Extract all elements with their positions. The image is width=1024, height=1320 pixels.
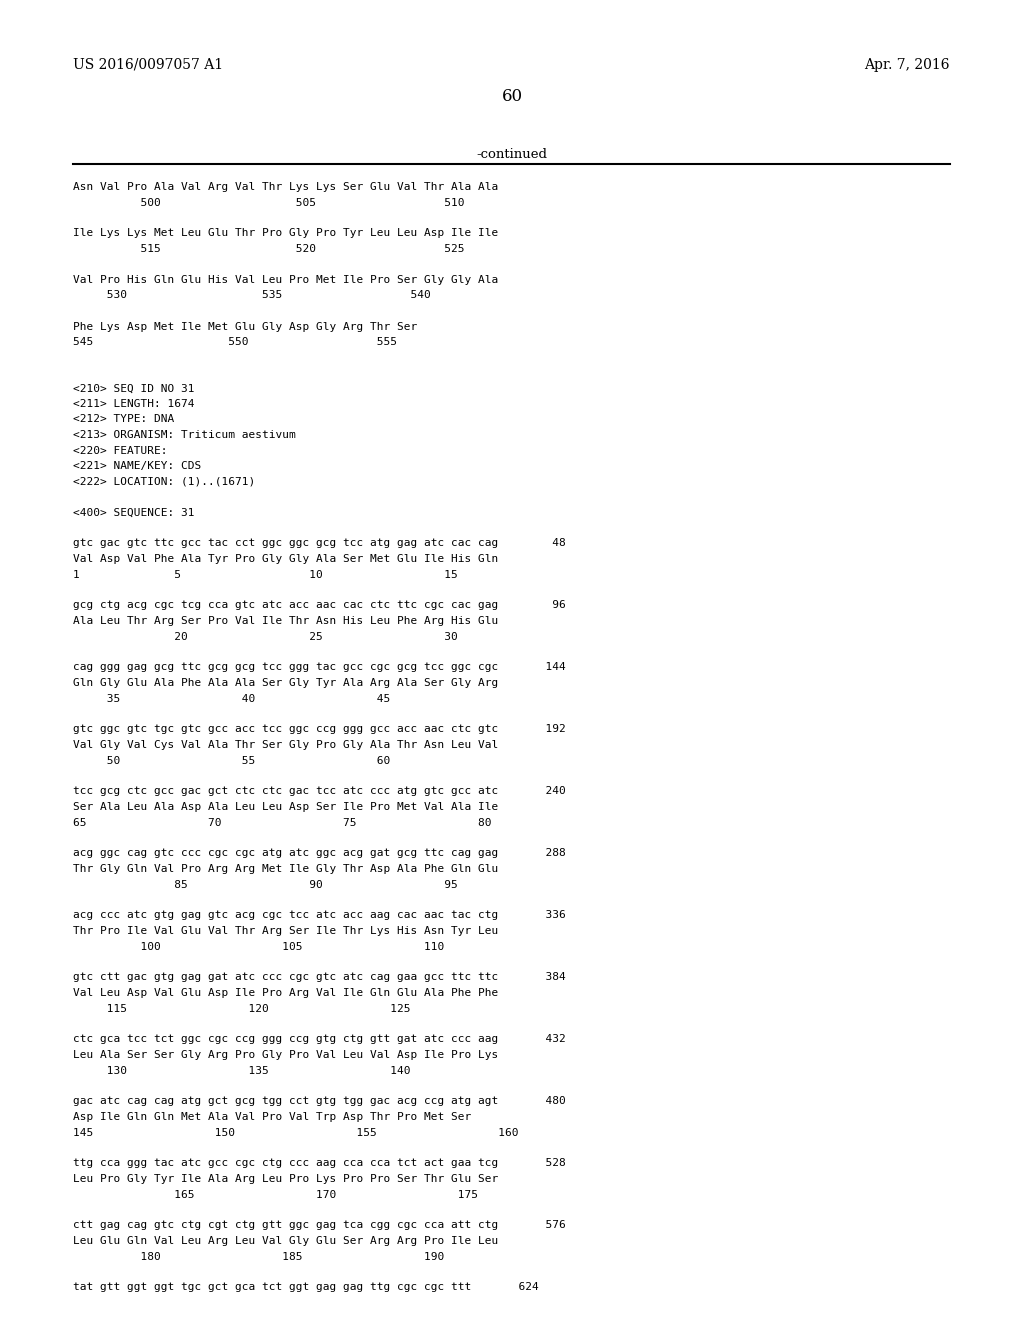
Text: Leu Glu Gln Val Leu Arg Leu Val Gly Glu Ser Arg Arg Pro Ile Leu: Leu Glu Gln Val Leu Arg Leu Val Gly Glu … (73, 1236, 499, 1246)
Text: ttg cca ggg tac atc gcc cgc ctg ccc aag cca cca tct act gaa tcg       528: ttg cca ggg tac atc gcc cgc ctg ccc aag … (73, 1159, 565, 1168)
Text: Ser Ala Leu Ala Asp Ala Leu Leu Asp Ser Ile Pro Met Val Ala Ile: Ser Ala Leu Ala Asp Ala Leu Leu Asp Ser … (73, 803, 499, 812)
Text: gac atc cag cag atg gct gcg tgg cct gtg tgg gac acg ccg atg agt       480: gac atc cag cag atg gct gcg tgg cct gtg … (73, 1097, 565, 1106)
Text: 545                    550                   555: 545 550 555 (73, 337, 397, 347)
Text: Thr Gly Gln Val Pro Arg Arg Met Ile Gly Thr Asp Ala Phe Gln Glu: Thr Gly Gln Val Pro Arg Arg Met Ile Gly … (73, 865, 499, 874)
Text: 145                  150                  155                  160: 145 150 155 160 (73, 1127, 518, 1138)
Text: Ile Lys Lys Met Leu Glu Thr Pro Gly Pro Tyr Leu Leu Asp Ile Ile: Ile Lys Lys Met Leu Glu Thr Pro Gly Pro … (73, 228, 499, 239)
Text: Val Asp Val Phe Ala Tyr Pro Gly Gly Ala Ser Met Glu Ile His Gln: Val Asp Val Phe Ala Tyr Pro Gly Gly Ala … (73, 554, 499, 564)
Text: gtc gac gtc ttc gcc tac cct ggc ggc gcg tcc atg gag atc cac cag        48: gtc gac gtc ttc gcc tac cct ggc ggc gcg … (73, 539, 565, 549)
Text: gtc ctt gac gtg gag gat atc ccc cgc gtc atc cag gaa gcc ttc ttc       384: gtc ctt gac gtg gag gat atc ccc cgc gtc … (73, 973, 565, 982)
Text: <221> NAME/KEY: CDS: <221> NAME/KEY: CDS (73, 461, 202, 471)
Text: tcc gcg ctc gcc gac gct ctc ctc gac tcc atc ccc atg gtc gcc atc       240: tcc gcg ctc gcc gac gct ctc ctc gac tcc … (73, 787, 565, 796)
Text: <211> LENGTH: 1674: <211> LENGTH: 1674 (73, 399, 195, 409)
Text: 180                  185                  190: 180 185 190 (73, 1251, 444, 1262)
Text: <220> FEATURE:: <220> FEATURE: (73, 446, 168, 455)
Text: 130                  135                  140: 130 135 140 (73, 1065, 411, 1076)
Text: 515                    520                   525: 515 520 525 (73, 244, 465, 253)
Text: 500                    505                   510: 500 505 510 (73, 198, 465, 207)
Text: 100                  105                  110: 100 105 110 (73, 941, 444, 952)
Text: <210> SEQ ID NO 31: <210> SEQ ID NO 31 (73, 384, 195, 393)
Text: 530                    535                   540: 530 535 540 (73, 290, 431, 301)
Text: acg ccc atc gtg gag gtc acg cgc tcc atc acc aag cac aac tac ctg       336: acg ccc atc gtg gag gtc acg cgc tcc atc … (73, 911, 565, 920)
Text: 115                  120                  125: 115 120 125 (73, 1003, 411, 1014)
Text: Val Pro His Gln Glu His Val Leu Pro Met Ile Pro Ser Gly Gly Ala: Val Pro His Gln Glu His Val Leu Pro Met … (73, 275, 499, 285)
Text: -continued: -continued (476, 148, 548, 161)
Text: 1              5                   10                  15: 1 5 10 15 (73, 569, 458, 579)
Text: 65                  70                  75                  80: 65 70 75 80 (73, 817, 492, 828)
Text: tat gtt ggt ggt tgc gct gca tct ggt gag gag ttg cgc cgc ttt       624: tat gtt ggt ggt tgc gct gca tct ggt gag … (73, 1283, 539, 1292)
Text: Apr. 7, 2016: Apr. 7, 2016 (864, 58, 950, 73)
Text: 85                  90                  95: 85 90 95 (73, 879, 458, 890)
Text: Asp Ile Gln Gln Met Ala Val Pro Val Trp Asp Thr Pro Met Ser: Asp Ile Gln Gln Met Ala Val Pro Val Trp … (73, 1111, 471, 1122)
Text: acg ggc cag gtc ccc cgc cgc atg atc ggc acg gat gcg ttc cag gag       288: acg ggc cag gtc ccc cgc cgc atg atc ggc … (73, 849, 565, 858)
Text: 50                  55                  60: 50 55 60 (73, 755, 390, 766)
Text: cag ggg gag gcg ttc gcg gcg tcc ggg tac gcc cgc gcg tcc ggc cgc       144: cag ggg gag gcg ttc gcg gcg tcc ggg tac … (73, 663, 565, 672)
Text: 20                  25                  30: 20 25 30 (73, 631, 458, 642)
Text: <222> LOCATION: (1)..(1671): <222> LOCATION: (1)..(1671) (73, 477, 255, 487)
Text: Val Leu Asp Val Glu Asp Ile Pro Arg Val Ile Gln Glu Ala Phe Phe: Val Leu Asp Val Glu Asp Ile Pro Arg Val … (73, 987, 499, 998)
Text: Phe Lys Asp Met Ile Met Glu Gly Asp Gly Arg Thr Ser: Phe Lys Asp Met Ile Met Glu Gly Asp Gly … (73, 322, 417, 331)
Text: ctc gca tcc tct ggc cgc ccg ggg ccg gtg ctg gtt gat atc ccc aag       432: ctc gca tcc tct ggc cgc ccg ggg ccg gtg … (73, 1035, 565, 1044)
Text: ctt gag cag gtc ctg cgt ctg gtt ggc gag tca cgg cgc cca att ctg       576: ctt gag cag gtc ctg cgt ctg gtt ggc gag … (73, 1221, 565, 1230)
Text: Leu Pro Gly Tyr Ile Ala Arg Leu Pro Lys Pro Pro Ser Thr Glu Ser: Leu Pro Gly Tyr Ile Ala Arg Leu Pro Lys … (73, 1173, 499, 1184)
Text: Leu Ala Ser Ser Gly Arg Pro Gly Pro Val Leu Val Asp Ile Pro Lys: Leu Ala Ser Ser Gly Arg Pro Gly Pro Val … (73, 1049, 499, 1060)
Text: gtc ggc gtc tgc gtc gcc acc tcc ggc ccg ggg gcc acc aac ctc gtc       192: gtc ggc gtc tgc gtc gcc acc tcc ggc ccg … (73, 725, 565, 734)
Text: 165                  170                  175: 165 170 175 (73, 1189, 478, 1200)
Text: 60: 60 (502, 88, 522, 106)
Text: Gln Gly Glu Ala Phe Ala Ala Ser Gly Tyr Ala Arg Ala Ser Gly Arg: Gln Gly Glu Ala Phe Ala Ala Ser Gly Tyr … (73, 678, 499, 688)
Text: Thr Pro Ile Val Glu Val Thr Arg Ser Ile Thr Lys His Asn Tyr Leu: Thr Pro Ile Val Glu Val Thr Arg Ser Ile … (73, 927, 499, 936)
Text: Ala Leu Thr Arg Ser Pro Val Ile Thr Asn His Leu Phe Arg His Glu: Ala Leu Thr Arg Ser Pro Val Ile Thr Asn … (73, 616, 499, 626)
Text: US 2016/0097057 A1: US 2016/0097057 A1 (73, 58, 223, 73)
Text: <213> ORGANISM: Triticum aestivum: <213> ORGANISM: Triticum aestivum (73, 430, 296, 440)
Text: Asn Val Pro Ala Val Arg Val Thr Lys Lys Ser Glu Val Thr Ala Ala: Asn Val Pro Ala Val Arg Val Thr Lys Lys … (73, 182, 499, 191)
Text: Val Gly Val Cys Val Ala Thr Ser Gly Pro Gly Ala Thr Asn Leu Val: Val Gly Val Cys Val Ala Thr Ser Gly Pro … (73, 741, 499, 750)
Text: <212> TYPE: DNA: <212> TYPE: DNA (73, 414, 174, 425)
Text: gcg ctg acg cgc tcg cca gtc atc acc aac cac ctc ttc cgc cac gag        96: gcg ctg acg cgc tcg cca gtc atc acc aac … (73, 601, 565, 610)
Text: <400> SEQUENCE: 31: <400> SEQUENCE: 31 (73, 507, 195, 517)
Text: 35                  40                  45: 35 40 45 (73, 693, 390, 704)
